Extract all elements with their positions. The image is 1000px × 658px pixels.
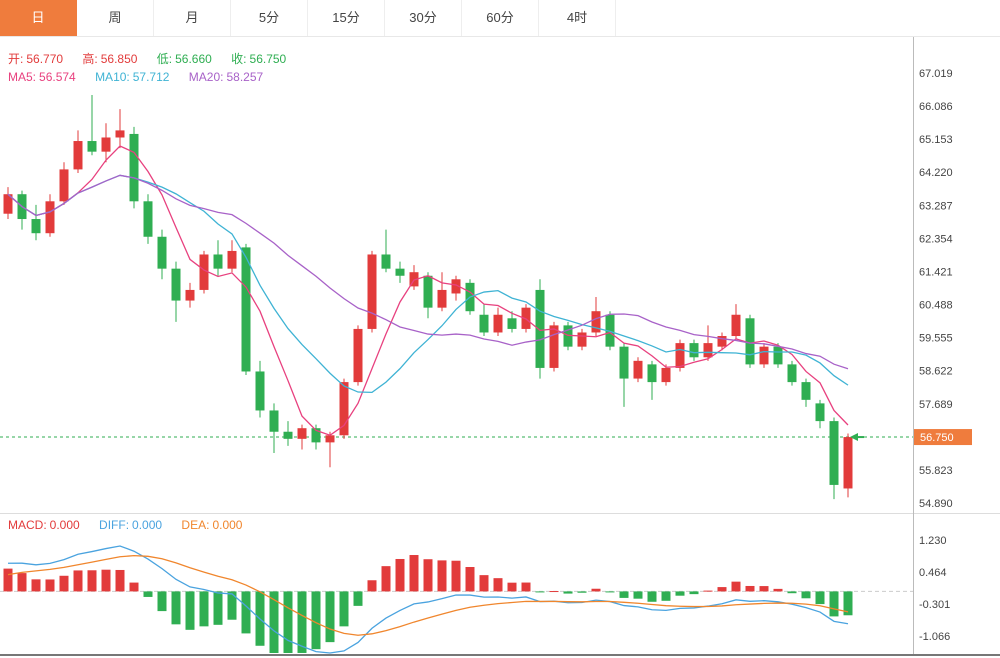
svg-text:66.086: 66.086 xyxy=(919,101,953,113)
ma20-value: 58.257 xyxy=(226,70,264,84)
svg-text:57.689: 57.689 xyxy=(919,399,953,411)
tab-4hour[interactable]: 4时 xyxy=(539,0,616,36)
ma5-info: MA5: 56.574 xyxy=(8,70,76,84)
ma10-label: MA10: xyxy=(95,70,130,84)
svg-text:55.823: 55.823 xyxy=(919,465,953,477)
high-info: 高: 56.850 xyxy=(82,52,137,66)
svg-text:67.019: 67.019 xyxy=(919,68,953,80)
open-label: 开: xyxy=(8,52,24,66)
macd-histogram xyxy=(3,555,853,653)
svg-text:-0.301: -0.301 xyxy=(919,599,950,611)
open-value: 56.770 xyxy=(26,52,64,66)
dea-value: 0.000 xyxy=(212,518,243,532)
svg-text:1.230: 1.230 xyxy=(919,535,947,547)
diff-info: DIFF: 0.000 xyxy=(99,518,162,532)
ohlc-info-row: 开: 56.770 高: 56.850 低: 56.660 收: 56.750 xyxy=(8,50,302,67)
ma20-line xyxy=(7,174,849,370)
svg-text:58.622: 58.622 xyxy=(919,366,953,378)
ma-info-row: MA5: 56.574 MA10: 57.712 MA20: 58.257 xyxy=(8,70,279,84)
ma20-label: MA20: xyxy=(188,70,224,84)
macd-axis-labels: 1.230 0.464 -0.301 -1.066 xyxy=(919,535,950,643)
svg-text:-1.066: -1.066 xyxy=(919,631,950,643)
dea-info: DEA: 0.000 xyxy=(181,518,242,532)
high-value: 56.850 xyxy=(100,52,138,66)
ma10-info: MA10: 57.712 xyxy=(95,70,169,84)
latest-price-marker xyxy=(850,433,864,442)
open-info: 开: 56.770 xyxy=(8,52,63,66)
svg-text:62.354: 62.354 xyxy=(919,233,953,245)
tab-day[interactable]: 日 xyxy=(0,0,77,36)
tab-30min[interactable]: 30分 xyxy=(385,0,462,36)
dea-line xyxy=(7,554,849,636)
high-label: 高: xyxy=(82,52,98,66)
tab-5min[interactable]: 5分 xyxy=(231,0,308,36)
svg-text:63.287: 63.287 xyxy=(919,200,953,212)
tab-month[interactable]: 月 xyxy=(154,0,231,36)
ma10-line xyxy=(7,174,849,394)
macd-value: 0.000 xyxy=(49,518,80,532)
ma10-value: 57.712 xyxy=(132,70,170,84)
tab-60min[interactable]: 60分 xyxy=(462,0,539,36)
close-value: 56.750 xyxy=(249,52,287,66)
dea-label: DEA: xyxy=(181,518,210,532)
low-label: 低: xyxy=(156,52,173,66)
svg-text:64.220: 64.220 xyxy=(919,167,953,179)
low-info: 低: 56.660 xyxy=(157,52,212,66)
ma20-info: MA20: 58.257 xyxy=(189,70,263,84)
svg-text:0.464: 0.464 xyxy=(919,567,947,579)
low-value: 56.660 xyxy=(175,52,212,66)
macd-label: MACD: xyxy=(8,518,47,532)
ma5-line xyxy=(7,145,849,437)
close-info: 收: 56.750 xyxy=(231,52,286,66)
tab-week[interactable]: 周 xyxy=(77,0,154,36)
current-price-tag: 56.750 xyxy=(914,429,972,446)
diff-value: 0.000 xyxy=(132,518,163,532)
ma5-value: 56.574 xyxy=(39,70,76,84)
svg-text:61.421: 61.421 xyxy=(919,266,953,278)
tab-15min[interactable]: 15分 xyxy=(308,0,385,36)
svg-text:54.890: 54.890 xyxy=(919,498,953,510)
ma5-label: MA5: xyxy=(8,70,37,84)
timeframe-tabbar: 日 周 月 5分 15分 30分 60分 4时 xyxy=(0,0,1000,37)
svg-text:65.153: 65.153 xyxy=(919,134,953,146)
svg-text:60.488: 60.488 xyxy=(919,300,953,312)
macd-info: MACD: 0.000 xyxy=(8,518,80,532)
macd-info-row: MACD: 0.000 DIFF: 0.000 DEA: 0.000 xyxy=(8,518,258,532)
price-axis-labels: 67.019 66.086 65.153 64.220 63.287 62.354 61.4… xyxy=(919,68,953,510)
svg-text:59.555: 59.555 xyxy=(919,333,953,345)
diff-label: DIFF: xyxy=(99,518,130,532)
close-label: 收: xyxy=(231,52,247,66)
svg-text:56.750: 56.750 xyxy=(920,432,954,444)
candles-layer xyxy=(3,94,853,500)
